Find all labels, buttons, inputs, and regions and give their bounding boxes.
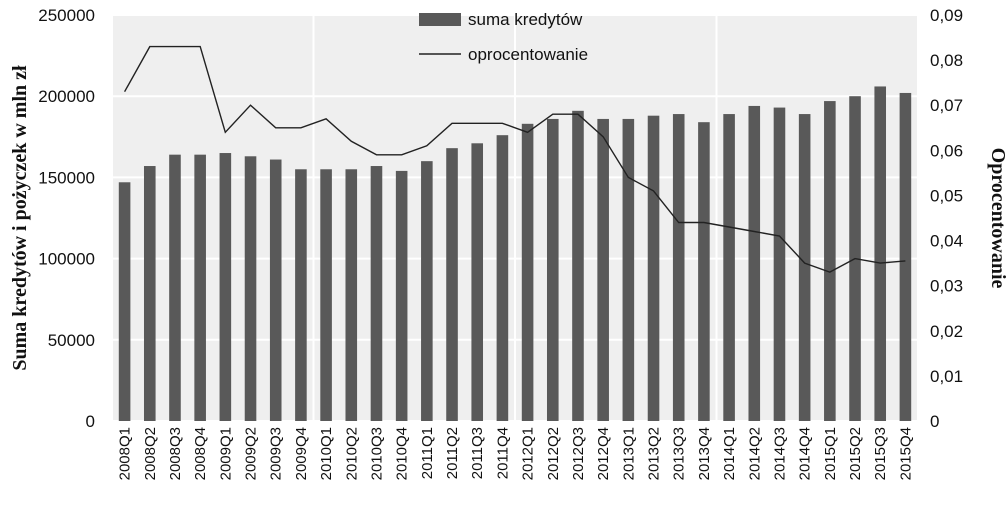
x-tick-label: 2011Q3 [469, 427, 486, 479]
interest-rate-line [123, 45, 906, 273]
bar [521, 123, 534, 422]
legend-label-line: oprocentowanie [468, 45, 588, 64]
x-tick-label: 2008Q2 [142, 427, 159, 480]
x-tick-label: 2012Q1 [520, 427, 537, 480]
y2-tick-label: 0,01 [930, 367, 963, 386]
x-tick-label: 2013Q4 [696, 427, 713, 480]
y-tick-label: 150000 [38, 168, 95, 187]
bar [244, 156, 257, 421]
y2-tick-label: 0,08 [930, 51, 963, 70]
x-tick-label: 2009Q2 [243, 427, 260, 480]
bar [874, 86, 887, 422]
x-tick-label: 2015Q1 [822, 427, 839, 480]
y-tick-label: 250000 [38, 6, 95, 25]
x-tick-label: 2013Q2 [646, 427, 663, 480]
x-tick-label: 2009Q4 [293, 427, 310, 480]
x-tick-label: 2014Q2 [746, 427, 763, 480]
x-tick-label: 2012Q2 [545, 427, 562, 480]
x-tick-label: 2015Q2 [847, 427, 864, 480]
y-tick-label: 200000 [38, 87, 95, 106]
x-tick-label: 2013Q1 [620, 427, 637, 480]
y-tick-label: 0 [86, 412, 95, 431]
bar [446, 148, 458, 421]
bar-series [118, 86, 912, 422]
x-tick-label: 2008Q4 [192, 427, 209, 480]
legend: suma kredytów oprocentowanie [419, 10, 588, 64]
bar [143, 166, 156, 421]
bar [395, 170, 408, 421]
x-tick-label: 2011Q2 [444, 427, 461, 479]
x-tick-label: 2012Q3 [570, 427, 587, 480]
x-tick-label: 2014Q4 [797, 427, 814, 480]
right-axis-ticks: 0 0,01 0,02 0,03 0,04 0,05 0,06 0,07 0,08 0,09 [930, 6, 963, 431]
bar [471, 143, 484, 421]
x-tick-label: 2015Q3 [872, 427, 889, 480]
legend-label-bar: suma kredytów [468, 10, 583, 29]
line-series [123, 45, 906, 273]
y2-tick-label: 0 [930, 412, 939, 431]
bar [622, 118, 635, 421]
x-tick-label: 2009Q3 [268, 427, 285, 480]
bar [421, 161, 433, 421]
y2-tick-label: 0,03 [930, 277, 963, 296]
x-tick-label: 2009Q1 [217, 427, 234, 480]
x-tick-label: 2008Q1 [117, 427, 134, 480]
y2-axis-title: Oprocentowanie [987, 148, 1007, 289]
y-tick-label: 50000 [48, 331, 95, 350]
x-tick-label: 2010Q2 [343, 427, 360, 480]
y2-tick-label: 0,05 [930, 186, 963, 205]
x-tick-label: 2015Q4 [897, 427, 914, 480]
y2-tick-label: 0,04 [930, 232, 963, 251]
bar [370, 166, 383, 421]
bar [597, 118, 609, 421]
x-axis-ticks: 2008Q1 2008Q2 2008Q3 2008Q4 2009Q1 2009Q2 2009… [117, 427, 915, 480]
y2-tick-label: 0,02 [930, 322, 963, 341]
y2-tick-label: 0,07 [930, 96, 963, 115]
bar [748, 105, 761, 421]
y2-tick-label: 0,06 [930, 141, 963, 160]
bar [546, 118, 559, 421]
x-tick-label: 2012Q4 [595, 427, 612, 480]
bar [647, 115, 660, 422]
bar [320, 169, 332, 421]
x-tick-label: 2013Q3 [671, 427, 688, 480]
x-tick-label: 2011Q1 [419, 427, 436, 479]
y2-tick-label: 0,09 [930, 6, 963, 25]
x-tick-label: 2014Q3 [772, 427, 789, 480]
bar [773, 107, 786, 422]
x-tick-label: 2010Q4 [394, 427, 411, 480]
bar [194, 154, 206, 421]
bar [698, 122, 710, 422]
bar [899, 92, 912, 422]
bar [824, 101, 836, 422]
bar [572, 110, 584, 421]
bar [219, 153, 232, 422]
bar [118, 182, 131, 421]
x-tick-label: 2011Q4 [494, 427, 511, 479]
bar [798, 114, 811, 422]
y-tick-label: 100000 [38, 250, 95, 269]
bar [269, 159, 282, 421]
bar [672, 114, 685, 422]
bar [169, 154, 181, 421]
x-tick-label: 2010Q3 [369, 427, 386, 480]
y-axis-title: Suma kredytów i pożyczek w mln zł [9, 65, 31, 371]
bar [295, 169, 307, 421]
bar [496, 135, 509, 421]
x-tick-label: 2014Q1 [721, 427, 738, 480]
bar [723, 114, 735, 422]
legend-swatch-bar [419, 13, 461, 26]
bar [345, 169, 358, 421]
x-tick-label: 2010Q1 [318, 427, 335, 480]
left-axis-ticks: 0 50000 100000 150000 200000 250000 [38, 6, 95, 431]
x-tick-label: 2008Q3 [167, 427, 184, 480]
